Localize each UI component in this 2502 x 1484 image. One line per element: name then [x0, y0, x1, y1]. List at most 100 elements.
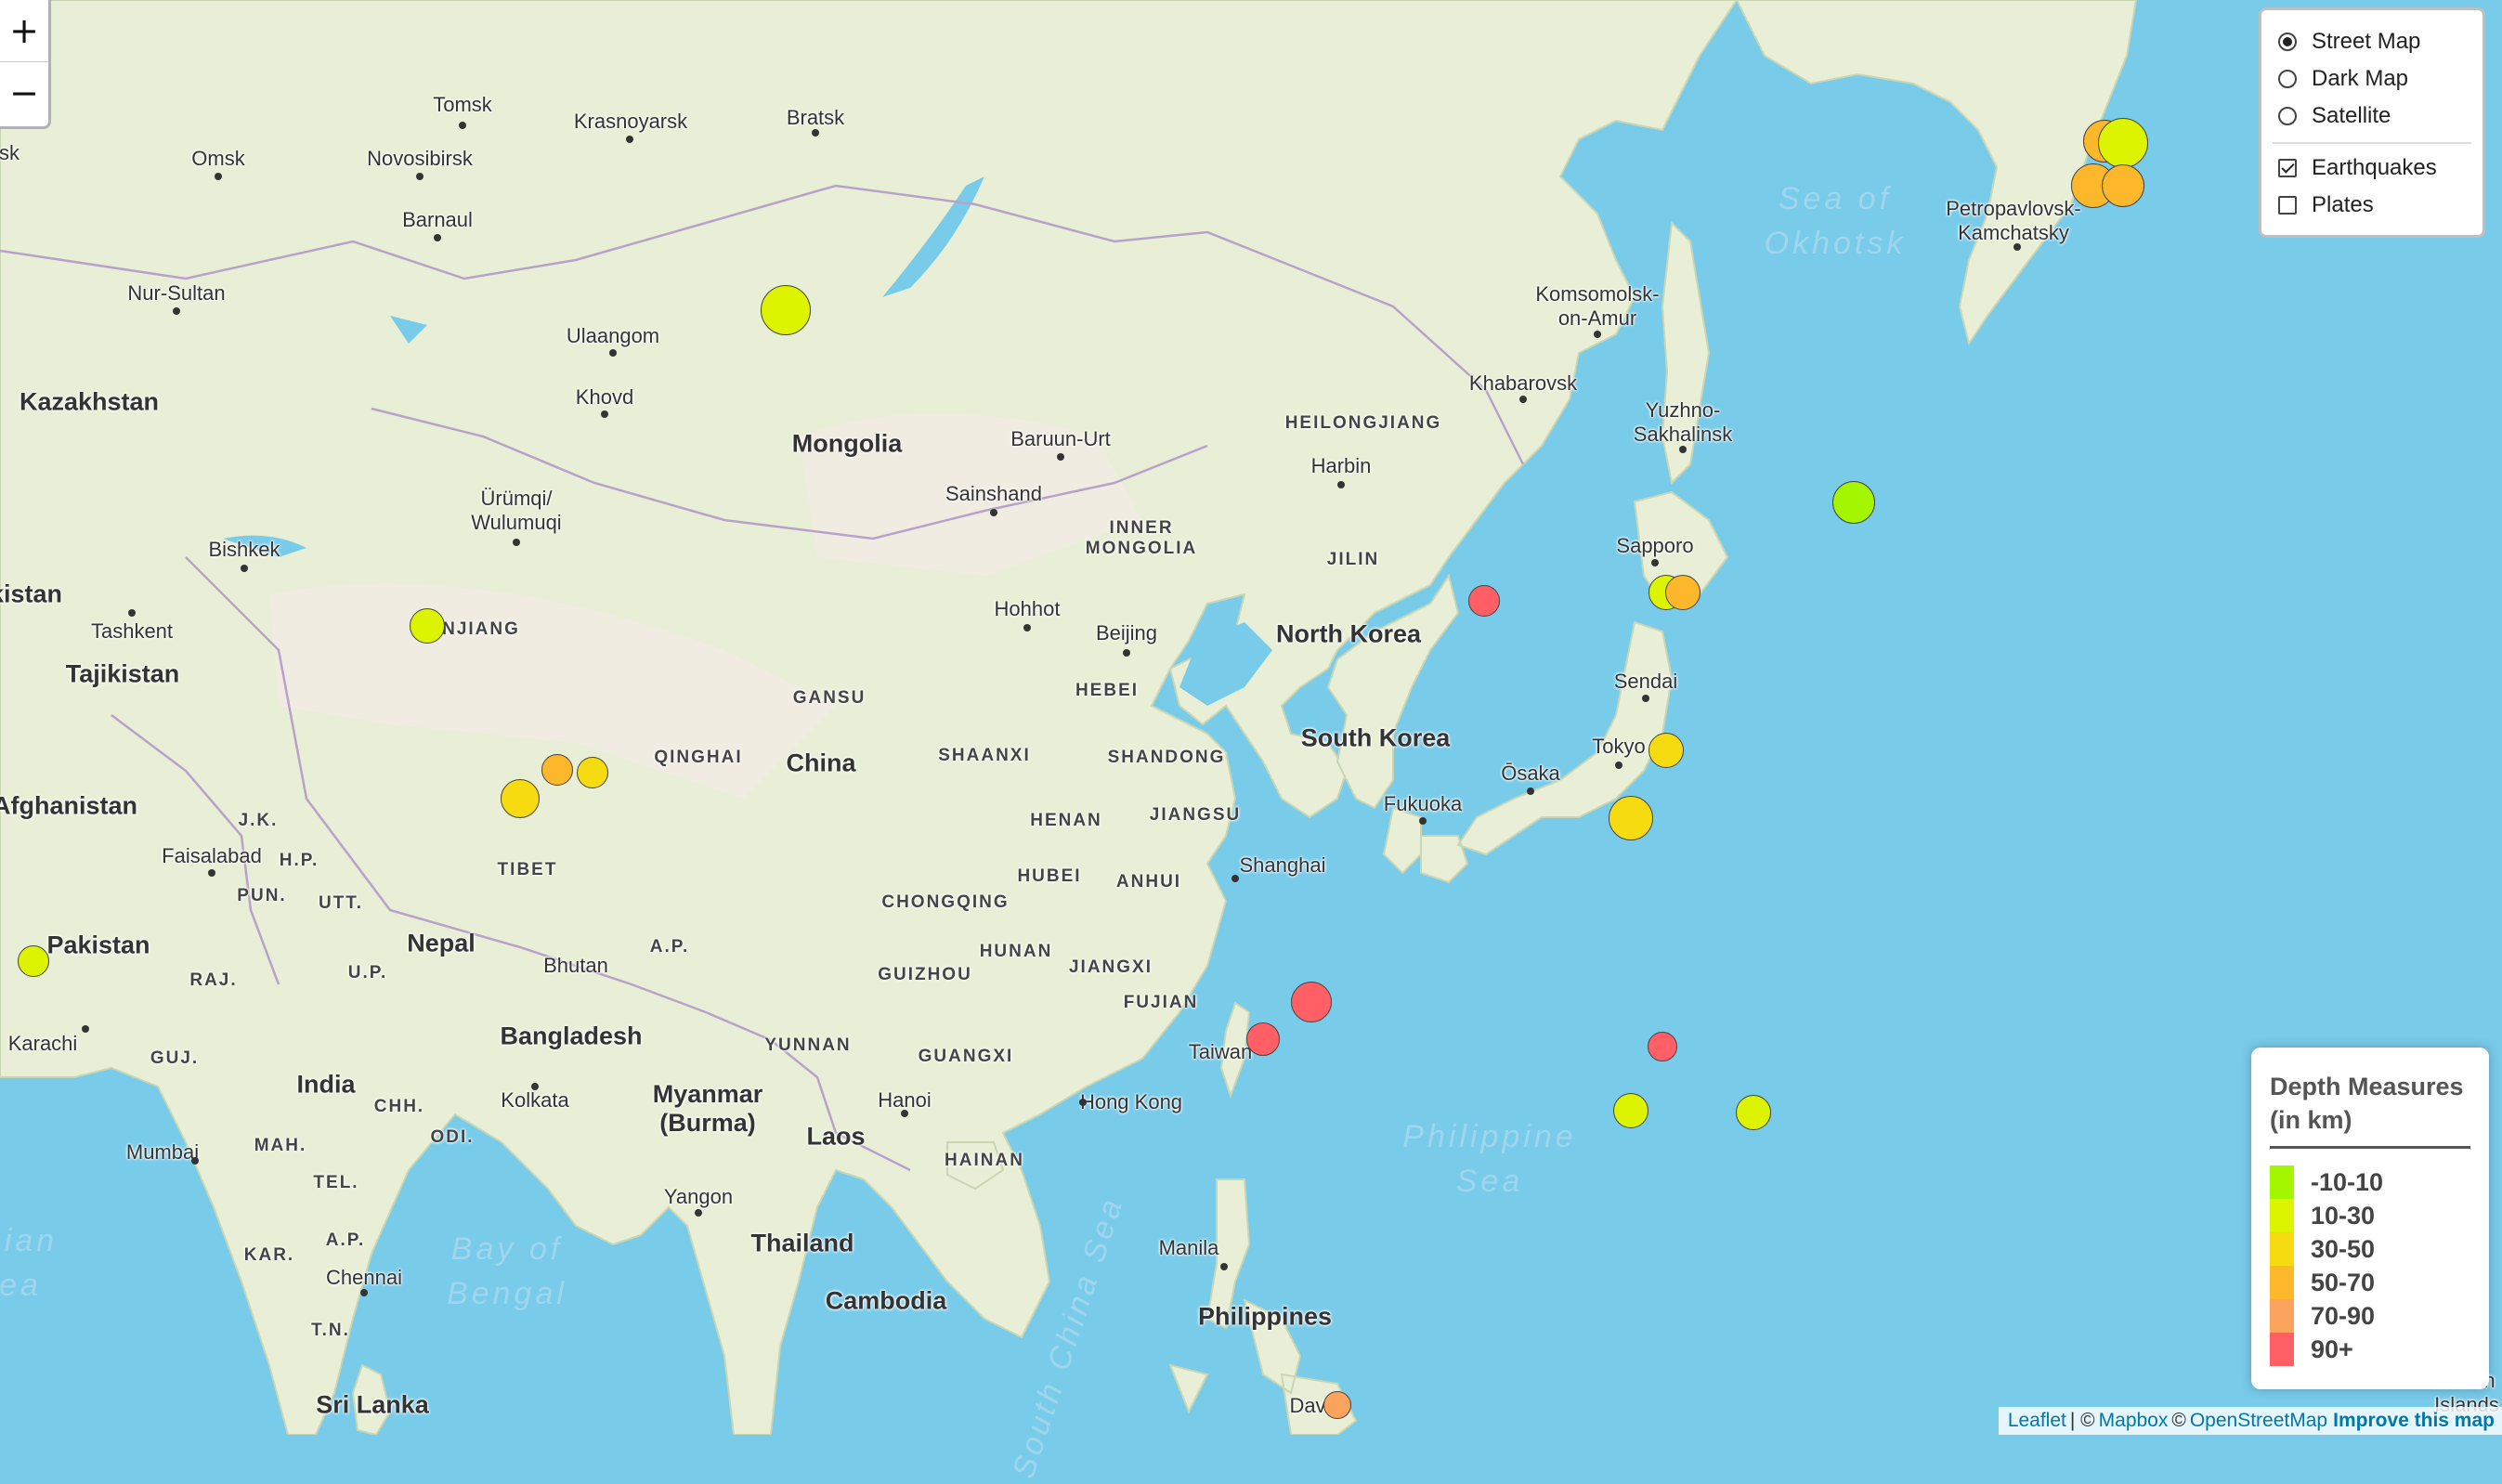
- legend-swatch: [2270, 1299, 2294, 1333]
- overlay-label: Earthquakes: [2312, 155, 2437, 180]
- zoom-out-button[interactable]: −: [0, 61, 48, 124]
- city-dot-krasnoyarsk: [626, 136, 633, 143]
- improve-map-link[interactable]: Improve this map: [2333, 1410, 2495, 1431]
- earthquake-marker[interactable]: [2098, 118, 2148, 168]
- attribution-sep: ©: [2171, 1410, 2186, 1431]
- map-label-tn: T.N.: [311, 1321, 350, 1340]
- city-dot-sainshand: [990, 509, 997, 516]
- map-label-beijing: Beijing: [1095, 621, 1158, 644]
- city-dot-omsk: [215, 173, 222, 180]
- legend-label: 10-30: [2311, 1201, 2376, 1230]
- land-taiwan: [1219, 1001, 1251, 1099]
- earthquake-marker[interactable]: [1832, 481, 1875, 524]
- map-label-sea-okhotsk: Sea of Okhotsk: [1764, 181, 1907, 261]
- city-dot-osaka: [1527, 788, 1534, 795]
- map-label-arabian: bian ea: [0, 1223, 59, 1303]
- attribution-sep: | ©: [2069, 1410, 2095, 1431]
- map-label-pun: PUN.: [237, 886, 287, 905]
- zoom-in-button[interactable]: +: [9, 10, 39, 51]
- map-label-jk: J.K.: [238, 811, 279, 830]
- map-label-hainan: HAINAN: [945, 1151, 1024, 1170]
- map-label-philippines: Philippines: [1197, 1302, 1333, 1331]
- map-label-kar: KAR.: [243, 1245, 295, 1265]
- earthquake-marker[interactable]: [410, 608, 445, 644]
- land-hainan: [946, 1141, 1005, 1191]
- overlay-plates[interactable]: Plates: [2278, 187, 2471, 224]
- city-dot-sendai: [1642, 695, 1649, 702]
- legend-rule: [2270, 1146, 2470, 1149]
- earthquake-marker[interactable]: [501, 779, 540, 818]
- map-label-mumbai: Mumbai: [125, 1140, 200, 1164]
- earthquake-marker[interactable]: [1323, 1391, 1351, 1419]
- city-dot-fukuoka: [1419, 817, 1427, 825]
- legend-title-line1: Depth Measures: [2270, 1073, 2464, 1100]
- checkbox-icon[interactable]: [2278, 159, 2297, 177]
- map-label-sk: sk: [0, 141, 20, 164]
- city-dot-kolkata: [531, 1083, 539, 1090]
- radio-icon[interactable]: [2278, 33, 2297, 51]
- map-label-faisalabad: Faisalabad: [162, 844, 262, 867]
- map-label-nepal: Nepal: [407, 929, 476, 957]
- base-layer-street[interactable]: Street Map: [2278, 23, 2471, 60]
- radio-icon[interactable]: [2278, 70, 2297, 88]
- earthquake-marker[interactable]: [1736, 1095, 1771, 1130]
- map-label-harbin: Harbin: [1310, 454, 1372, 477]
- map-label-north-korea: North Korea: [1275, 619, 1422, 648]
- mapbox-link[interactable]: Mapbox: [2098, 1410, 2169, 1431]
- map-label-philippine-sea: Philippine Sea: [1402, 1119, 1577, 1199]
- earthquake-marker[interactable]: [761, 285, 811, 335]
- base-layer-label: Street Map: [2312, 29, 2421, 54]
- earthquake-marker[interactable]: [1246, 1022, 1280, 1056]
- earthquake-marker[interactable]: [577, 757, 608, 788]
- city-dot-mumbai: [191, 1157, 199, 1165]
- legend-swatch: [2270, 1232, 2294, 1266]
- map-label-sri-lanka: Sri Lanka: [316, 1390, 429, 1419]
- city-dot-hanoi: [901, 1110, 908, 1117]
- map-label-sendai: Sendai: [1613, 670, 1678, 693]
- map-label-laos: Laos: [806, 1122, 866, 1151]
- map-label-kolkata: Kolkata: [501, 1088, 569, 1112]
- legend-item: 10-30: [2270, 1199, 2470, 1232]
- map-label-njiang: NJIANG: [442, 619, 520, 639]
- city-dot-baruun-urt: [1057, 453, 1064, 461]
- earthquake-marker[interactable]: [1468, 585, 1500, 617]
- map-label-pakistan: Pakistan: [46, 931, 150, 959]
- base-layer-satellite[interactable]: Satellite: [2278, 98, 2471, 135]
- earthquake-marker[interactable]: [1609, 796, 1653, 840]
- base-layer-dark[interactable]: Dark Map: [2278, 60, 2471, 98]
- earthquake-marker[interactable]: [18, 945, 49, 977]
- map-label-afghanistan: Afghanistan: [0, 791, 138, 820]
- radio-icon[interactable]: [2278, 107, 2297, 125]
- land-mainland: [0, 0, 1739, 1435]
- city-dot-chennai: [360, 1289, 368, 1296]
- map-label-jiangxi: JIANGXI: [1068, 957, 1153, 977]
- map-label-raj: RAJ.: [189, 970, 238, 990]
- map-label-bishkek: Bishkek: [208, 538, 280, 561]
- map-label-hebei: HEBEI: [1075, 681, 1140, 700]
- city-dot-beijing: [1123, 649, 1130, 657]
- checkbox-icon[interactable]: [2278, 196, 2297, 215]
- earthquake-marker[interactable]: [2102, 164, 2144, 207]
- map-label-shaanxi: SHAANXI: [938, 746, 1031, 765]
- earthquake-marker[interactable]: [1648, 733, 1684, 768]
- legend-item: -10-10: [2270, 1165, 2470, 1199]
- overlay-earthquakes[interactable]: Earthquakes: [2278, 150, 2471, 187]
- city-dot-manila: [1220, 1263, 1228, 1270]
- map-label-urumqi: Ürümqi/ Wulumuqi: [471, 487, 562, 534]
- earthquake-marker[interactable]: [541, 754, 573, 786]
- map-label-ap-n: A.P.: [649, 937, 690, 957]
- map-label-anhui: ANHUI: [1115, 872, 1182, 892]
- map-label-heilongjiang: HEILONGJIANG: [1284, 413, 1442, 433]
- osm-link[interactable]: OpenStreetMap: [2189, 1410, 2328, 1431]
- map-label-yuzhno: Yuzhno- Sakhalinsk: [1633, 398, 1733, 446]
- legend-label: 30-50: [2311, 1234, 2376, 1263]
- leaflet-link[interactable]: Leaflet: [2007, 1410, 2066, 1431]
- earthquake-marker[interactable]: [1665, 575, 1701, 610]
- map-label-bay-bengal: Bay of Bengal: [447, 1231, 567, 1311]
- earthquake-marker[interactable]: [1613, 1093, 1648, 1128]
- city-dot-novosibirsk: [416, 173, 424, 180]
- earthquake-marker[interactable]: [1648, 1032, 1677, 1061]
- city-dot-tomsk: [459, 122, 466, 129]
- earthquake-marker[interactable]: [1291, 982, 1332, 1022]
